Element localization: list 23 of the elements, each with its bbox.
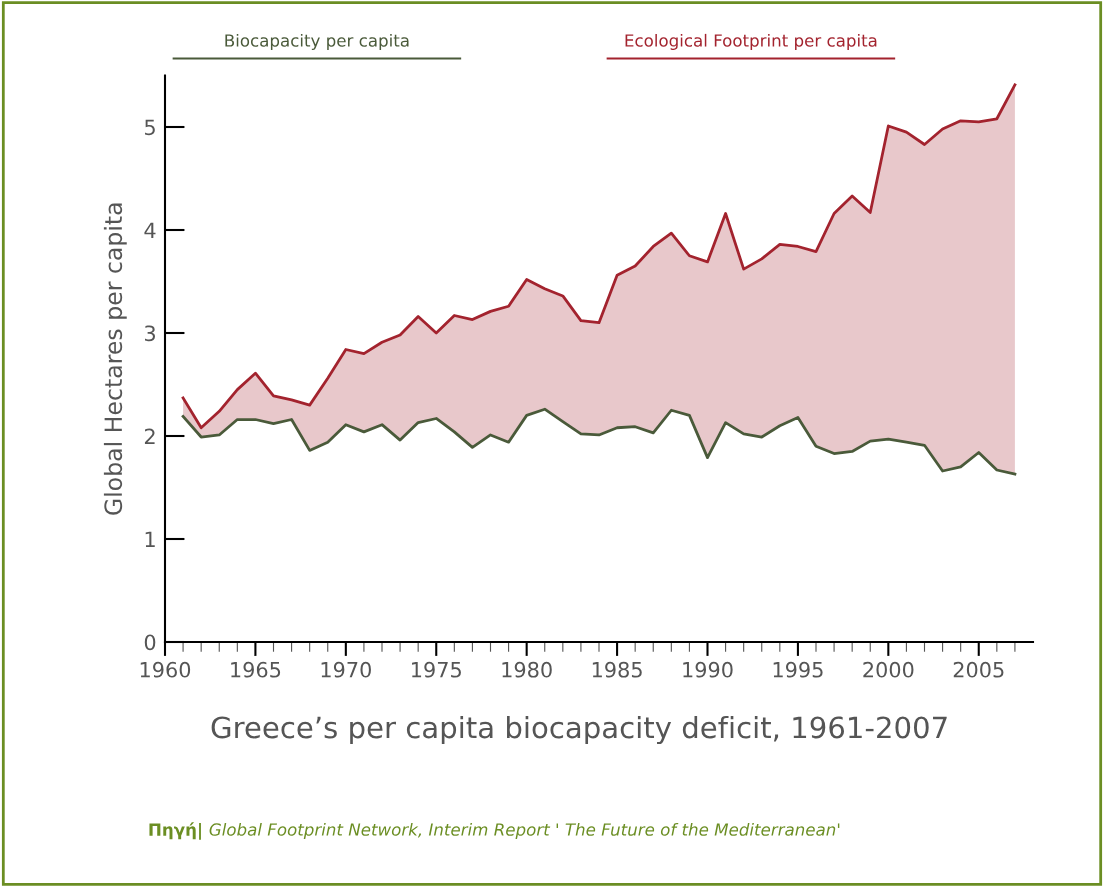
x-tick-label: 1995 <box>773 661 823 678</box>
y-tick-label: 4 <box>144 222 156 238</box>
y-tick-label: 2 <box>144 428 155 444</box>
y-tick-label: 5 <box>145 119 155 136</box>
y-tick-label: 3 <box>145 325 155 342</box>
text: Greece’s per capita biocapacity deficit, 1961-2007 <box>211 715 947 745</box>
y-axis-title: Global Hectares per capita <box>103 203 127 515</box>
y-tick-label: 1 <box>145 531 155 547</box>
line-series <box>181 407 1017 476</box>
x-tick-label: 1960 <box>140 661 191 678</box>
y-tick-label: 0 <box>144 634 156 651</box>
x-tick-label: 1965 <box>231 661 281 678</box>
text: Global Footprint Network, Interim Report ' The Future of the Mediterranean' <box>209 822 840 840</box>
x-tick-label: 1970 <box>321 661 371 678</box>
text: Biocapacity per capita <box>225 33 409 51</box>
x-tick-label: 1985 <box>592 661 642 678</box>
text: Πηγή| <box>149 822 201 840</box>
x-tick-label: 2005 <box>953 661 1004 678</box>
x-tick-label: 2000 <box>863 661 914 678</box>
x-tick-label: 1980 <box>502 661 552 678</box>
x-tick-label: 1990 <box>683 661 733 678</box>
text: Ecological Footprint per capita <box>625 33 877 51</box>
x-tick-label: 1975 <box>412 661 461 678</box>
